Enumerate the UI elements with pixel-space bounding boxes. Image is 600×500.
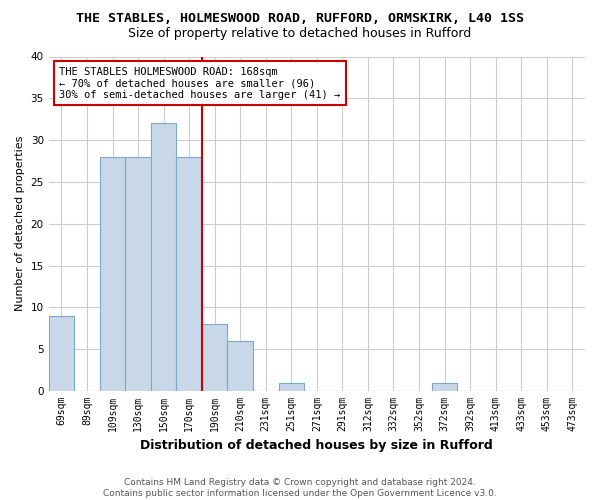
Bar [100, 157, 125, 391]
Bar [49, 316, 74, 391]
Text: THE STABLES HOLMESWOOD ROAD: 168sqm
← 70% of detached houses are smaller (96)
30: THE STABLES HOLMESWOOD ROAD: 168sqm ← 70… [59, 66, 341, 100]
Text: Contains HM Land Registry data © Crown copyright and database right 2024.
Contai: Contains HM Land Registry data © Crown c… [103, 478, 497, 498]
Bar [125, 157, 151, 391]
Bar [176, 157, 202, 391]
Y-axis label: Number of detached properties: Number of detached properties [15, 136, 25, 312]
Text: Size of property relative to detached houses in Rufford: Size of property relative to detached ho… [128, 28, 472, 40]
X-axis label: Distribution of detached houses by size in Rufford: Distribution of detached houses by size … [140, 440, 493, 452]
Bar [432, 382, 457, 391]
Bar [278, 382, 304, 391]
Text: THE STABLES, HOLMESWOOD ROAD, RUFFORD, ORMSKIRK, L40 1SS: THE STABLES, HOLMESWOOD ROAD, RUFFORD, O… [76, 12, 524, 26]
Bar [202, 324, 227, 391]
Bar [227, 341, 253, 391]
Bar [151, 124, 176, 391]
